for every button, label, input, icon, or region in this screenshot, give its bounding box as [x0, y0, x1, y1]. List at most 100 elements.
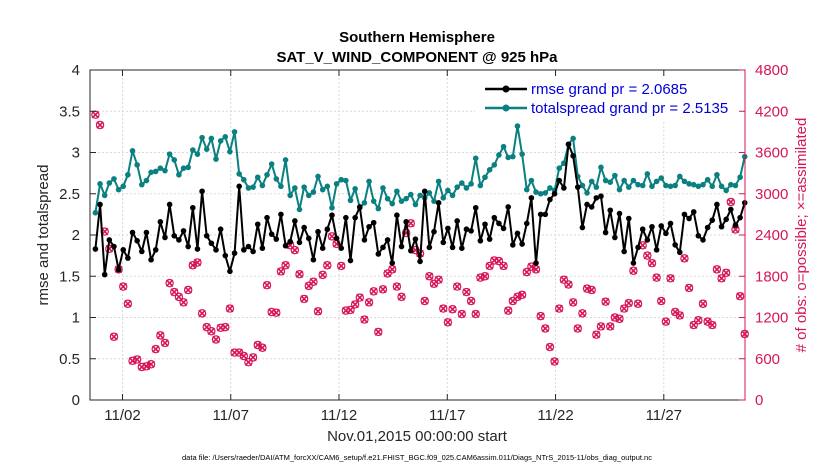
totalspread-point [639, 182, 646, 189]
totalspread-point [148, 169, 154, 176]
obs-possible-point [721, 268, 731, 278]
totalspread-point [305, 192, 312, 199]
obs-assimilated-point [601, 297, 610, 306]
obs-assimilated-point [189, 261, 197, 270]
totalspread-point [486, 167, 493, 173]
totalspread-point [533, 189, 539, 195]
totalspread-point [241, 176, 247, 183]
obs-possible-point [276, 267, 286, 276]
obs-assimilated-point [179, 298, 188, 307]
rmse-point [282, 242, 289, 249]
obs-possible-point [643, 251, 652, 260]
rmse-point [361, 237, 368, 243]
totalspread-point [366, 178, 372, 185]
obs-assimilated-point [662, 317, 670, 326]
obs-assimilated-point [365, 298, 373, 307]
obs-possible-point [262, 280, 272, 290]
rmse-point [296, 239, 303, 246]
obs-assimilated-point [434, 275, 443, 284]
totalspread-point [217, 138, 224, 144]
rmse-point [217, 226, 224, 233]
obs-assimilated-point [207, 327, 216, 336]
rmse-point [547, 196, 553, 203]
obs-possible-point [401, 228, 411, 238]
obs-assimilated-point [309, 277, 318, 286]
rmse-point [649, 223, 655, 230]
obs-assimilated-point [388, 265, 397, 274]
obs-assimilated-point [439, 304, 448, 313]
rmse-point [394, 212, 400, 218]
obs-assimilated-point [193, 258, 202, 267]
obs-assimilated-point [629, 266, 638, 275]
totalspread-point [329, 204, 335, 211]
totalspread-point [176, 171, 182, 178]
obs-possible-point [151, 344, 160, 354]
obs-possible-point [225, 304, 235, 313]
totalspread-point [370, 198, 377, 204]
rmse-point [115, 266, 122, 273]
obs-possible-point [448, 305, 457, 314]
y-right-tick-label: 0 [755, 392, 763, 409]
rmse-series [92, 141, 748, 278]
totalspread-point [111, 176, 117, 182]
totalspread-point [315, 173, 321, 180]
rmse-point [561, 185, 567, 191]
totalspread-point [695, 183, 702, 190]
totalspread-point [561, 160, 567, 167]
rmse-point [570, 153, 576, 159]
right-y-axis-ticks: 0 600 1200 1800 2400 3000 3600 4200 4800 [739, 62, 788, 409]
obs-possible-point [619, 304, 629, 313]
rmse-point [621, 248, 627, 255]
rmse-point [403, 219, 409, 225]
rmse-point [208, 240, 215, 247]
y-right-tick-label: 1200 [755, 310, 788, 327]
obs-assimilated-point [124, 299, 132, 308]
obs-assimilated-point [504, 306, 512, 315]
obs-possible-point [601, 297, 610, 306]
obs-possible-point [202, 322, 211, 332]
totalspread-point [440, 195, 447, 201]
obs-possible-point [420, 296, 429, 306]
rmse-point [579, 224, 586, 231]
x-tick-label: 11/17 [429, 407, 465, 424]
obs-possible-point [606, 322, 615, 331]
obs-assimilated-point [281, 261, 290, 270]
rmse-point [505, 204, 511, 210]
rmse-point [398, 243, 405, 250]
obs-possible-point [680, 254, 689, 263]
rmse-point [528, 195, 535, 201]
obs-possible-point [624, 298, 633, 308]
obs-possible-point [295, 269, 304, 279]
obs-possible-point [304, 281, 313, 291]
totalspread-point [208, 135, 215, 142]
obs-assimilated-point [499, 262, 508, 270]
rmse-point [129, 229, 136, 236]
totalspread-point [213, 156, 219, 162]
totalspread-point [199, 134, 205, 141]
obs-assimilated-point [652, 273, 661, 282]
totalspread-point [514, 123, 521, 129]
rmse-point [454, 218, 460, 224]
rmse-point [278, 211, 284, 218]
obs-possible-point [568, 298, 578, 307]
obs-possible-point [360, 315, 369, 324]
legend-box [475, 76, 739, 120]
obs-assimilated-point [323, 261, 332, 270]
obs-assimilated-point [546, 343, 554, 351]
obs-assimilated-point [587, 286, 596, 294]
obs-assimilated-point [615, 315, 624, 323]
obs-possible-point [165, 278, 174, 288]
totalspread-point [273, 176, 280, 182]
obs-possible-point [239, 351, 249, 361]
obs-assimilated-point [420, 297, 429, 305]
rmse-point [268, 231, 275, 237]
totalspread-point [723, 187, 729, 194]
totalspread-point [667, 183, 674, 190]
totalspread-point [310, 189, 317, 195]
totalspread-point [190, 147, 196, 153]
obs-assimilated-point [448, 305, 457, 314]
rmse-point [106, 237, 113, 243]
obs-assimilated-point [578, 309, 587, 318]
obs-assimilated-point [318, 271, 327, 279]
obs-assimilated-point [142, 362, 151, 371]
